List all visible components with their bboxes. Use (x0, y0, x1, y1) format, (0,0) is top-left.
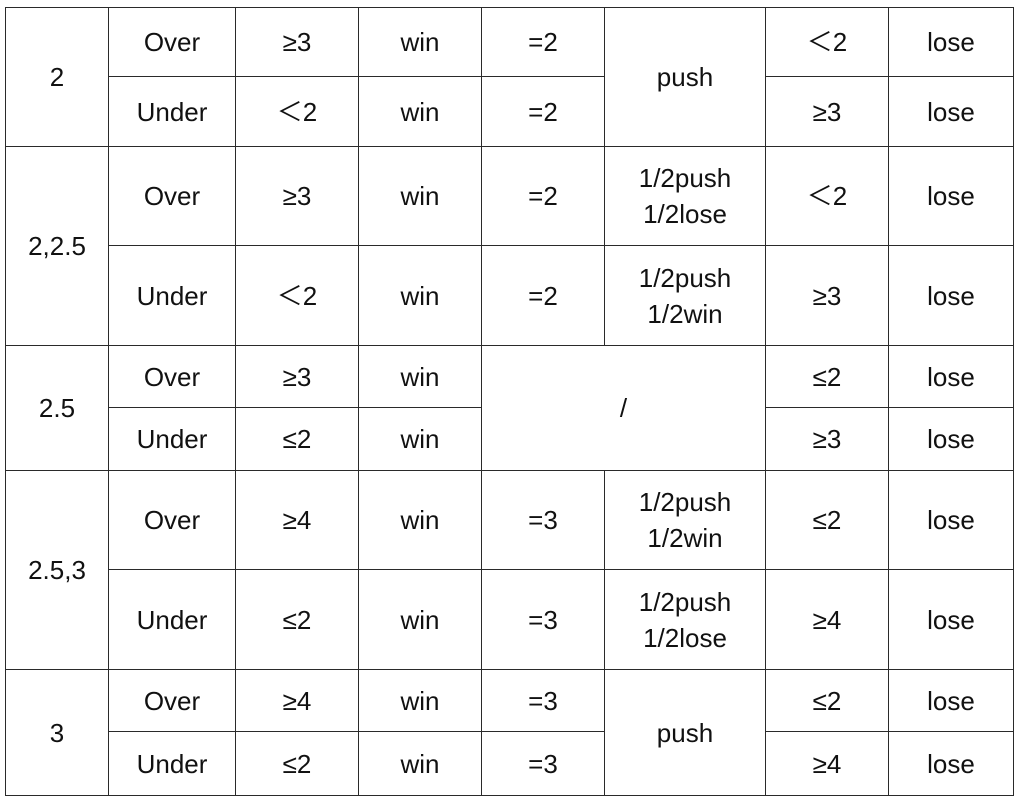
lose-condition-cell: ≤2 (765, 345, 889, 408)
mid-condition-cell: =2 (481, 146, 605, 246)
win-condition-cell: ＜2 (235, 76, 359, 147)
win-result-cell: win (358, 569, 482, 670)
win-condition-cell: ≥3 (235, 7, 359, 77)
win-condition-cell: ≥4 (235, 470, 359, 570)
table-row: Under ＜2 win =2 ≥3 lose (6, 76, 1014, 147)
lose-condition-cell: ≥4 (765, 731, 889, 796)
win-result-cell: win (358, 731, 482, 796)
lose-condition-cell: ≥3 (765, 76, 889, 147)
side-cell: Over (108, 669, 236, 732)
win-condition-cell: ≤2 (235, 407, 359, 471)
mid-condition-cell: =3 (481, 470, 605, 570)
handicap-cell: 2.5,3 (5, 470, 109, 670)
lose-condition-cell: ≥3 (765, 407, 889, 471)
mid-condition-cell: =3 (481, 669, 605, 732)
win-result-cell: win (358, 407, 482, 471)
win-condition-cell: ≤2 (235, 731, 359, 796)
lose-result-cell: lose (888, 7, 1014, 77)
handicap-cell: 3 (5, 669, 109, 796)
mid-result-cell: 1/2push 1/2lose (604, 569, 766, 670)
lose-condition-cell: ≥4 (765, 569, 889, 670)
win-result-cell: win (358, 76, 482, 147)
lose-condition-cell: ＜2 (765, 7, 889, 77)
table-row: 2 Over ≥3 win =2 push ＜2 lose (5, 7, 1014, 147)
win-result-cell: win (358, 7, 482, 77)
side-cell: Over (108, 345, 236, 408)
table-row: Under ＜2 win =2 1/2push 1/2win ≥3 lose (6, 245, 1014, 346)
side-cell: Under (108, 245, 236, 346)
lose-condition-cell: ＜2 (765, 146, 889, 246)
mid-result-cell: 1/2push 1/2win (604, 245, 766, 346)
handicap-cell: 2.5 (5, 345, 109, 471)
win-result-cell: win (358, 345, 482, 408)
side-cell: Under (108, 407, 236, 471)
lose-result-cell: lose (888, 731, 1014, 796)
mid-result-cell: push (604, 7, 766, 147)
win-condition-cell: ≤2 (235, 569, 359, 670)
mid-result-cell: 1/2push 1/2lose (604, 146, 766, 246)
mid-condition-cell: =3 (481, 731, 605, 796)
mid-condition-cell: =2 (481, 76, 605, 147)
lose-result-cell: lose (888, 669, 1014, 732)
lose-result-cell: lose (888, 345, 1014, 408)
mid-result-cell: push (604, 669, 766, 796)
lose-result-cell: lose (888, 146, 1014, 246)
win-condition-cell: ≥3 (235, 146, 359, 246)
table-row: 2.5,3 Over ≥4 win =3 1/2push 1/2win ≤2 l… (5, 470, 1014, 670)
side-cell: Under (108, 731, 236, 796)
table-row: Under ≤2 win =3 1/2push 1/2lose ≥4 lose (6, 569, 1014, 670)
lose-condition-cell: ≤2 (765, 669, 889, 732)
win-result-cell: win (358, 245, 482, 346)
mid-condition-cell: =3 (481, 569, 605, 670)
lose-result-cell: lose (888, 76, 1014, 147)
side-cell: Under (108, 76, 236, 147)
mid-result-cell: 1/2push 1/2win (604, 470, 766, 570)
win-result-cell: win (358, 669, 482, 732)
win-result-cell: win (358, 146, 482, 246)
mid-condition-cell: =2 (481, 7, 605, 77)
table-row: 3 Over ≥4 win =3 push ≤2 lose (5, 669, 1014, 796)
lose-result-cell: lose (888, 569, 1014, 670)
lose-condition-cell: ≤2 (765, 470, 889, 570)
side-cell: Over (108, 7, 236, 77)
win-condition-cell: ＜2 (235, 245, 359, 346)
table-row: 2.5 Over ≥3 win / ≤2 lose (5, 345, 1014, 471)
win-condition-cell: ≥3 (235, 345, 359, 408)
mid-merged-cell: / (481, 345, 766, 471)
table-row: 2,2.5 Over ≥3 win =2 1/2push 1/2lose ＜2 … (5, 146, 1014, 346)
win-result-cell: win (358, 470, 482, 570)
side-cell: Under (108, 569, 236, 670)
side-cell: Over (108, 146, 236, 246)
lose-result-cell: lose (888, 407, 1014, 471)
mid-condition-cell: =2 (481, 245, 605, 346)
lose-result-cell: lose (888, 245, 1014, 346)
table-row: Under ≤2 win =3 ≥4 lose (6, 731, 1014, 796)
handicap-table: 2 Over ≥3 win =2 push ＜2 lose Under ＜2 w… (5, 7, 1014, 796)
win-condition-cell: ≥4 (235, 669, 359, 732)
lose-result-cell: lose (888, 470, 1014, 570)
handicap-cell: 2,2.5 (5, 146, 109, 346)
lose-condition-cell: ≥3 (765, 245, 889, 346)
handicap-cell: 2 (5, 7, 109, 147)
side-cell: Over (108, 470, 236, 570)
